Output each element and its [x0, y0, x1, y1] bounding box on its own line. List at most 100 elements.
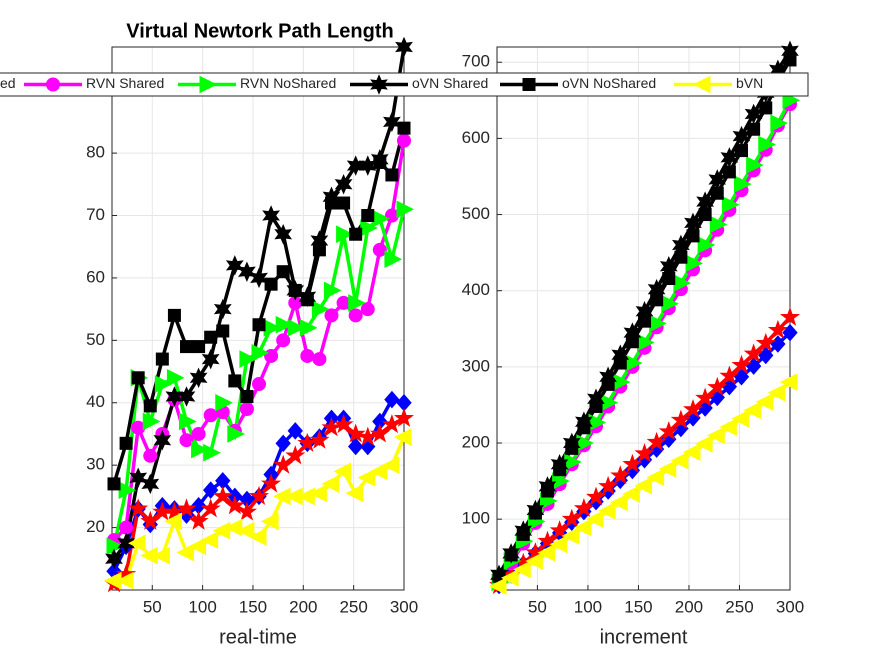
- marker: [383, 111, 401, 133]
- marker: [731, 354, 752, 374]
- axes-box: [111, 46, 405, 591]
- marker: [360, 302, 375, 317]
- marker: [722, 165, 736, 179]
- marker: [782, 323, 798, 342]
- marker: [204, 330, 218, 344]
- marker: [142, 412, 161, 431]
- marker: [236, 521, 255, 540]
- marker: [177, 386, 196, 407]
- marker: [251, 344, 270, 362]
- marker: [128, 498, 149, 518]
- marker: [324, 281, 342, 300]
- marker: [333, 462, 352, 481]
- legend-label: bVN: [736, 75, 763, 91]
- marker: [345, 484, 364, 503]
- marker: [686, 229, 700, 243]
- marker: [250, 267, 268, 289]
- marker: [658, 460, 677, 478]
- marker: [188, 510, 209, 530]
- y-tick-label: 200: [462, 433, 490, 452]
- marker: [216, 324, 230, 338]
- marker: [779, 306, 801, 326]
- marker: [252, 377, 267, 392]
- legend-label: oVN Shared: [412, 75, 488, 91]
- marker: [154, 375, 173, 393]
- marker: [336, 295, 351, 310]
- x-tick-label: 300: [776, 597, 804, 616]
- marker: [312, 352, 327, 367]
- marker: [199, 75, 218, 94]
- y-tick-label: 400: [462, 280, 490, 299]
- marker: [634, 443, 655, 463]
- marker: [107, 477, 121, 491]
- marker: [274, 223, 293, 245]
- marker: [573, 518, 592, 537]
- y-tick-label: 300: [462, 356, 490, 375]
- marker: [152, 546, 170, 565]
- marker: [504, 548, 518, 562]
- marker: [275, 315, 294, 334]
- marker: [131, 371, 145, 385]
- y-tick-label: 20: [86, 517, 105, 536]
- marker: [287, 319, 306, 337]
- marker: [552, 472, 570, 490]
- marker: [115, 571, 134, 590]
- marker: [357, 468, 376, 487]
- marker: [262, 205, 280, 226]
- marker: [525, 552, 543, 570]
- marker: [300, 293, 314, 307]
- x-tick-label: 100: [574, 597, 602, 616]
- marker: [191, 426, 206, 441]
- marker: [106, 537, 125, 556]
- marker: [565, 441, 579, 455]
- marker: [589, 399, 603, 413]
- marker: [309, 484, 327, 503]
- marker: [393, 407, 415, 427]
- marker: [164, 501, 185, 521]
- marker: [180, 340, 194, 354]
- marker: [721, 195, 740, 214]
- marker: [397, 133, 411, 148]
- marker: [275, 434, 291, 453]
- marker: [261, 473, 282, 493]
- marker: [312, 243, 326, 257]
- marker: [166, 368, 185, 387]
- marker: [297, 487, 315, 506]
- marker: [248, 528, 267, 546]
- marker: [321, 417, 342, 437]
- legend-label: oVN NoShared: [562, 75, 656, 91]
- marker: [501, 569, 519, 587]
- marker: [131, 420, 146, 435]
- marker: [697, 236, 716, 254]
- marker: [129, 467, 148, 488]
- marker: [345, 423, 366, 443]
- marker: [385, 168, 399, 182]
- marker: [735, 144, 749, 158]
- x-tick-label: 100: [188, 597, 216, 616]
- marker: [361, 209, 375, 223]
- y-tick-label: 700: [462, 52, 490, 71]
- marker: [670, 451, 689, 470]
- marker: [260, 512, 279, 531]
- marker: [381, 414, 402, 434]
- y-tick-label: 600: [462, 128, 490, 147]
- marker: [779, 373, 798, 391]
- marker: [357, 426, 378, 446]
- marker: [239, 350, 258, 368]
- x-tick-label: 200: [289, 597, 317, 616]
- marker: [248, 485, 270, 505]
- marker: [755, 332, 776, 352]
- marker: [585, 510, 604, 528]
- marker: [128, 534, 146, 552]
- marker: [276, 265, 290, 279]
- x-tick-label: 250: [725, 597, 753, 616]
- marker: [743, 401, 762, 420]
- marker: [238, 261, 256, 282]
- marker: [650, 293, 664, 307]
- marker: [117, 532, 135, 554]
- marker: [646, 468, 665, 487]
- marker: [658, 421, 679, 441]
- x-tick-label: 150: [624, 597, 652, 616]
- marker: [613, 356, 627, 370]
